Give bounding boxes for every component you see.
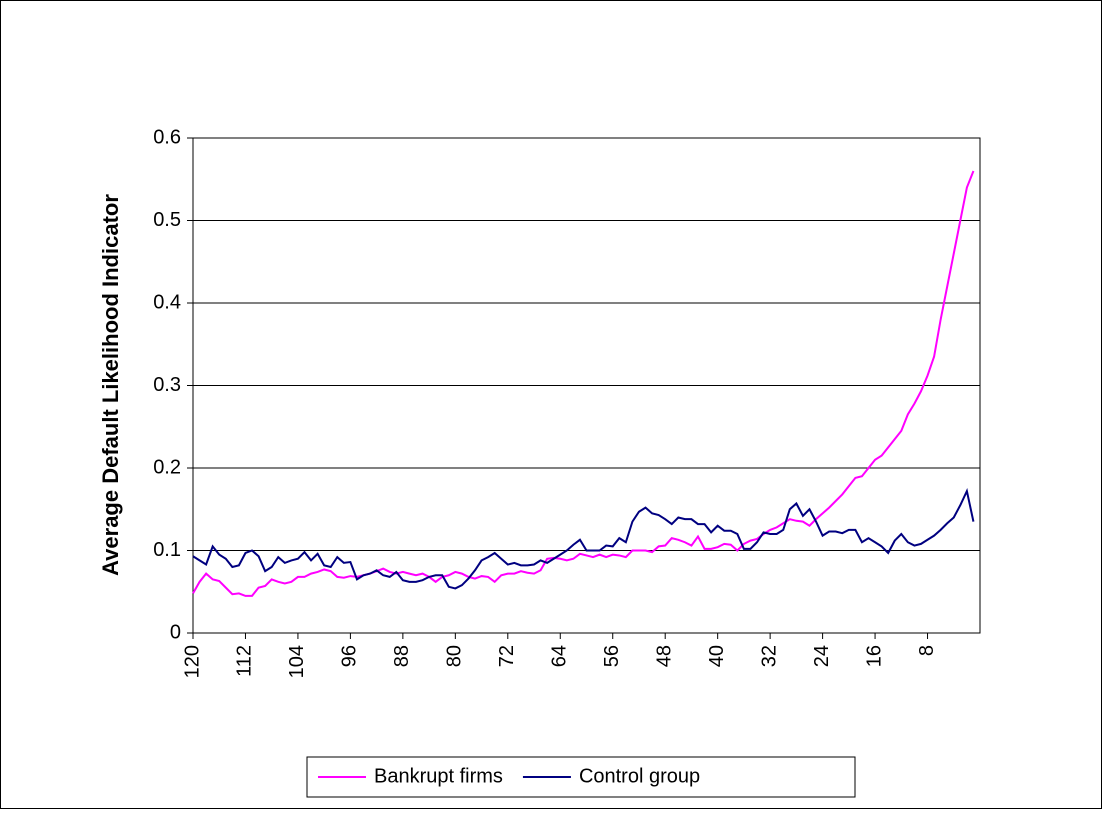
y-tick-label: 0.6 bbox=[153, 126, 181, 148]
x-tick-label: 104 bbox=[286, 645, 308, 678]
y-tick-label: 0.4 bbox=[153, 291, 181, 313]
x-tick-label: 112 bbox=[234, 645, 256, 677]
x-tick-label: 72 bbox=[496, 645, 518, 667]
x-tick-label: 40 bbox=[706, 645, 728, 667]
y-axis-label: Average Default Likelihood Indicator bbox=[98, 194, 123, 576]
x-tick-label: 80 bbox=[444, 645, 466, 667]
y-tick-label: 0 bbox=[170, 621, 181, 643]
x-tick-label: 56 bbox=[601, 645, 623, 667]
x-tick-label: 88 bbox=[391, 645, 413, 667]
x-tick-label: 24 bbox=[811, 645, 833, 667]
x-tick-label: 16 bbox=[863, 645, 885, 667]
y-tick-label: 0.1 bbox=[153, 539, 181, 561]
x-tick-label: 96 bbox=[339, 645, 361, 667]
x-tick-label: 8 bbox=[916, 645, 938, 656]
series-line bbox=[192, 487, 975, 590]
x-tick-label: 32 bbox=[758, 645, 780, 667]
legend-label: Control group bbox=[579, 765, 700, 787]
x-tick-label: 64 bbox=[549, 645, 571, 667]
y-tick-label: 0.2 bbox=[153, 456, 181, 478]
y-tick-label: 0.5 bbox=[153, 209, 181, 231]
series-line bbox=[192, 170, 975, 597]
legend-box bbox=[306, 756, 856, 798]
x-tick-label: 48 bbox=[653, 645, 675, 667]
legend-label: Bankrupt firms bbox=[374, 765, 503, 787]
x-tick-label: 120 bbox=[181, 645, 203, 678]
y-tick-label: 0.3 bbox=[153, 374, 181, 396]
